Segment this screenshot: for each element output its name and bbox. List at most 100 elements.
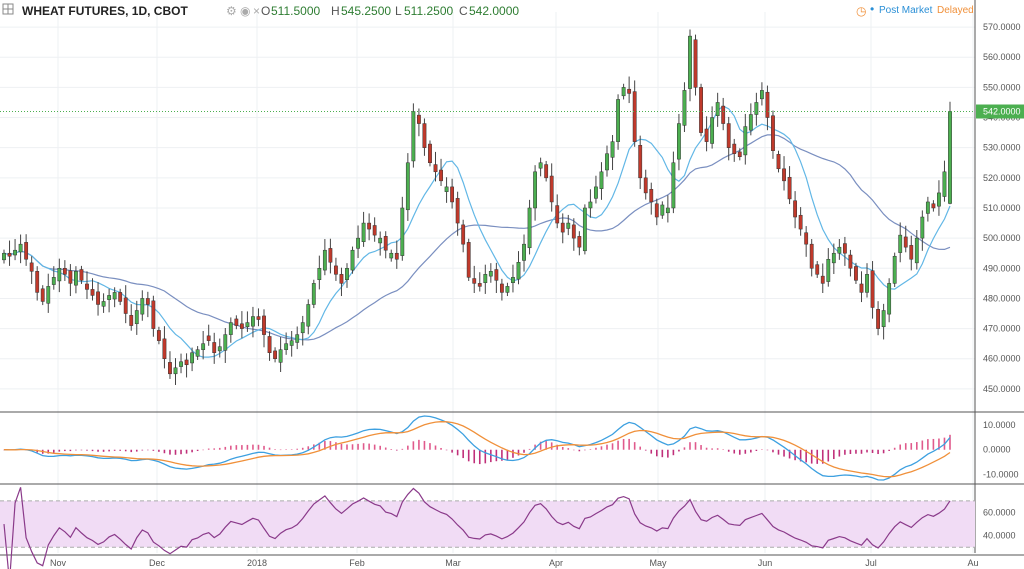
candle-body (903, 236, 908, 248)
macd-histogram-bar (373, 444, 376, 450)
macd-histogram-bar (766, 449, 769, 451)
candle-body (566, 222, 571, 229)
macd-histogram-bar (700, 445, 702, 450)
candle-body (654, 203, 659, 218)
candle-body (754, 102, 759, 115)
candle-body (162, 338, 167, 359)
candle-body (826, 258, 831, 282)
macd-histogram-bar (191, 449, 193, 453)
macd-histogram-bar (108, 449, 110, 452)
candle-body (206, 335, 211, 341)
macd-histogram-bar (130, 449, 133, 453)
candle-body (505, 286, 510, 293)
macd-histogram-bar (163, 449, 166, 454)
macd-histogram-bar (882, 449, 885, 454)
candle-body (383, 236, 388, 251)
candle-body (638, 145, 643, 179)
settings-icon[interactable]: ⚙ (226, 4, 237, 18)
delayed-label[interactable]: Delayed (937, 5, 974, 16)
macd-histogram-bar (301, 447, 304, 450)
macd-histogram-bar (722, 449, 724, 451)
macd-histogram-bar (257, 444, 260, 450)
candle-body (516, 262, 521, 280)
macd-histogram-bar (694, 442, 697, 450)
time-tick-label: Au (967, 558, 978, 568)
candle-body (195, 349, 200, 357)
macd-histogram-bar (949, 434, 951, 450)
high-value: 545.2500 (341, 4, 392, 18)
candle-body (455, 198, 460, 224)
candle-body (85, 283, 89, 290)
candle-body (433, 164, 438, 173)
macd-histogram-bar (263, 445, 265, 450)
macd-histogram-bar (860, 449, 863, 454)
candle-body (46, 286, 51, 304)
close-icon[interactable]: × (253, 4, 261, 18)
symbol-title[interactable]: WHEAT FUTURES, 1D, CBOT (22, 4, 188, 18)
low-label: L (395, 4, 402, 18)
macd-histogram-bar (395, 449, 398, 451)
macd-histogram-bar (932, 438, 935, 450)
candle-body (112, 292, 117, 300)
macd-histogram-bar (589, 449, 592, 450)
price-tick-label: 560.0000 (983, 52, 1021, 62)
macd-histogram-bar (506, 449, 509, 460)
time-tick-label: Jul (865, 558, 877, 568)
macd-histogram-bar (246, 444, 249, 450)
candle-body (74, 271, 78, 286)
candle-body (251, 316, 255, 327)
macd-histogram-bar (910, 443, 913, 450)
macd-histogram-bar (783, 449, 785, 457)
macd-histogram-bar (80, 449, 83, 451)
price-tick-label: 450.0000 (983, 384, 1021, 394)
candle-body (859, 283, 864, 293)
candle-body (322, 249, 327, 271)
post-market-label[interactable]: Post Market (879, 5, 933, 16)
macd-histogram-bar (584, 449, 586, 451)
candle-body (616, 99, 620, 142)
macd-histogram-bar (639, 446, 641, 450)
macd-histogram-bar (296, 448, 299, 450)
macd-histogram-bar (340, 443, 343, 450)
time-tick-label: Dec (149, 558, 166, 568)
price-tick-label: 510.0000 (983, 203, 1021, 213)
macd-histogram-bar (351, 444, 354, 450)
macd-histogram-bar (772, 449, 774, 453)
macd-histogram-bar (362, 443, 365, 450)
candle-body (62, 268, 67, 275)
visibility-icon[interactable]: ◉ (240, 4, 251, 18)
candle-body (577, 236, 582, 248)
open-label: O (261, 4, 271, 18)
candle-body (544, 164, 549, 179)
macd-histogram-bar (899, 444, 902, 450)
candle-body (914, 237, 919, 264)
candle-body (278, 349, 283, 363)
candle-body (737, 151, 742, 157)
candle-body (898, 234, 903, 253)
macd-histogram-bar (578, 449, 581, 452)
rsi-line (3, 487, 951, 569)
price-tick-label: 470.0000 (983, 324, 1021, 334)
candle-body (494, 269, 499, 281)
price-tick-label: 480.0000 (983, 293, 1021, 303)
macd-histogram-bar (158, 449, 160, 452)
macd-histogram-bar (738, 449, 741, 455)
candle-body (555, 205, 560, 224)
rsi-band (0, 500, 975, 548)
macd-histogram-bar (451, 449, 453, 453)
candle-body (610, 141, 615, 158)
clock-icon[interactable]: ◷ (856, 4, 867, 18)
menu-icon[interactable] (2, 3, 14, 18)
candle-body (96, 291, 100, 305)
candle-body (599, 171, 604, 189)
candle-body (262, 315, 266, 335)
candle-body (920, 216, 925, 239)
candle-body (40, 288, 45, 302)
macd-histogram-bar (324, 441, 326, 450)
macd-histogram-bar (379, 445, 381, 450)
macd-histogram-bar (490, 449, 492, 463)
candle-body (239, 323, 244, 329)
macd-histogram-bar (755, 449, 758, 451)
candle-body (937, 192, 941, 207)
candle-body (704, 128, 709, 142)
